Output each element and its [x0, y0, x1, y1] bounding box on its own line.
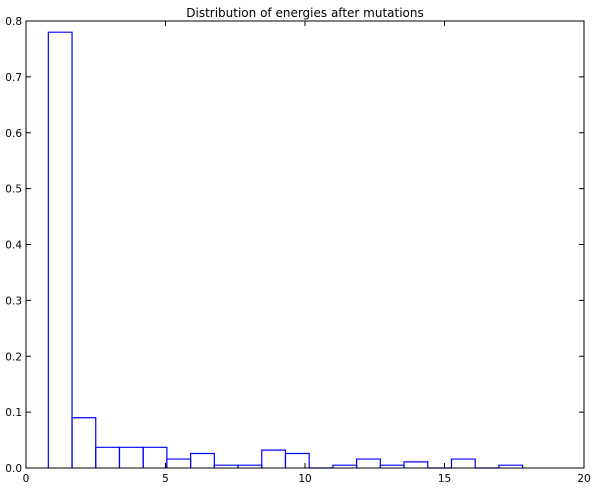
y-tick-label: 0.3	[5, 295, 22, 307]
histogram-bin	[95, 446, 121, 468]
histogram-bin	[450, 458, 476, 468]
histogram-bin	[71, 417, 97, 468]
y-tick-label: 0.4	[5, 240, 22, 252]
x-tick-label: 0	[23, 473, 30, 485]
histogram-bin	[190, 452, 215, 468]
histogram-bin	[498, 464, 524, 468]
axes: 0 5 10 15 20 0.0 0.1 0.2 0.3 0.4 0.5 0.6 0.7 0.8	[5, 16, 590, 485]
chart-title: Distribution of energies after mutations	[186, 6, 424, 20]
y-tick-label: 0.2	[5, 351, 22, 363]
histogram-bin	[142, 446, 168, 468]
x-tick-label: 20	[577, 473, 590, 485]
y-tick-label: 0.8	[5, 16, 22, 28]
y-tick-label: 0.7	[5, 72, 22, 84]
histogram-bin	[356, 458, 381, 468]
y-tick-label: 0.0	[5, 463, 22, 475]
histogram-bin	[284, 452, 310, 468]
y-tick-label: 0.1	[5, 407, 22, 419]
x-tick-label: 5	[162, 473, 169, 485]
histogram-bin	[166, 458, 192, 468]
histogram-bin	[403, 461, 429, 468]
histogram-bin	[47, 31, 73, 468]
x-tick-label: 15	[438, 473, 451, 485]
x-tick-label: 10	[298, 473, 311, 485]
histogram-bin	[118, 446, 144, 468]
axes-frame	[25, 20, 585, 469]
plot-area	[47, 31, 524, 469]
histogram-bin	[261, 449, 287, 468]
y-tick-label: 0.6	[5, 128, 22, 140]
y-tick-label: 0.5	[5, 184, 22, 196]
